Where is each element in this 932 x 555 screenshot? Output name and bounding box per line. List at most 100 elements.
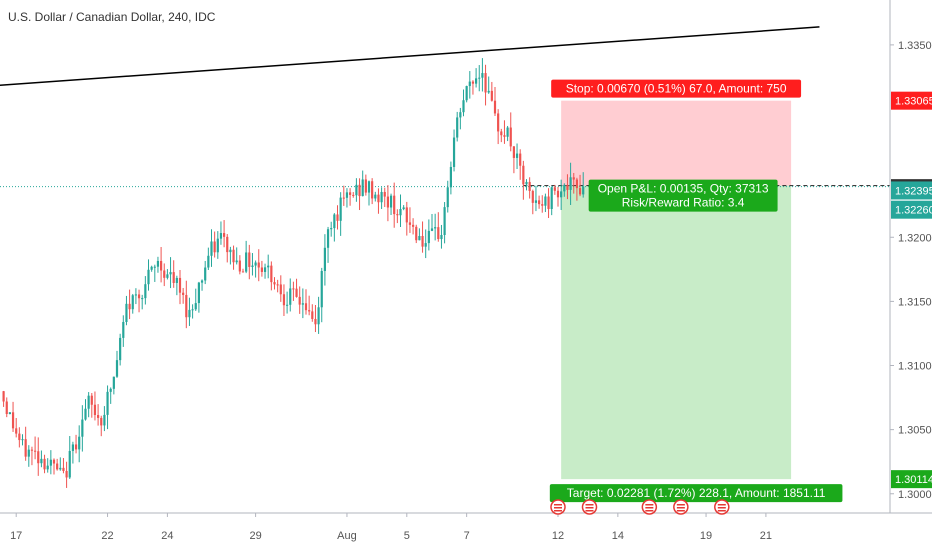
candle <box>304 289 308 315</box>
candle <box>263 263 267 279</box>
flag-stripe <box>585 510 594 512</box>
stop-label-bg <box>551 79 802 98</box>
candle <box>336 205 339 230</box>
candle-body <box>449 166 452 188</box>
candle <box>200 279 204 291</box>
candle <box>248 244 251 280</box>
candle-body <box>267 265 270 268</box>
candle <box>515 143 519 170</box>
candle-body <box>207 255 210 268</box>
candle-body <box>11 412 15 429</box>
current-price-badge-text: 1.32395 <box>895 185 932 197</box>
candle-body <box>323 247 326 271</box>
candle-body <box>78 436 81 450</box>
candle <box>8 412 11 415</box>
candle-body <box>298 296 301 305</box>
candle <box>308 295 311 316</box>
stop-zone[interactable] <box>561 100 792 186</box>
us-flag-icon[interactable] <box>714 499 730 515</box>
close-price-badge-bg <box>891 200 932 219</box>
trendline[interactable] <box>0 26 820 87</box>
us-flag-icon[interactable] <box>673 499 689 515</box>
candle-body <box>56 463 59 470</box>
candle-body <box>106 391 109 415</box>
x-tick-label: 19 <box>700 530 712 542</box>
us-flag-icon[interactable] <box>550 499 566 515</box>
pnl-label-bg <box>588 179 778 212</box>
pnl-label[interactable]: Open P&L: 0.00135, Qty: 37313Risk/Reward… <box>588 179 778 212</box>
target-zone[interactable] <box>561 185 792 480</box>
candle-body <box>434 227 437 229</box>
candle <box>81 405 84 452</box>
x-tick-label: 24 <box>161 530 173 542</box>
candle <box>56 458 59 471</box>
candle-body <box>213 241 216 253</box>
candle-body <box>440 234 443 240</box>
us-flag-icon[interactable] <box>581 499 598 515</box>
candle-body <box>396 214 399 216</box>
candle <box>122 315 125 347</box>
candle <box>270 261 273 291</box>
candle-body <box>301 303 304 305</box>
candle <box>106 385 109 430</box>
candle-body <box>550 187 553 209</box>
candle <box>490 81 493 102</box>
candle-body <box>260 267 263 272</box>
candle <box>519 149 522 180</box>
candle <box>478 65 481 92</box>
candle <box>449 161 452 195</box>
candle <box>383 187 386 208</box>
x-tick-label: 14 <box>612 530 624 542</box>
candle <box>528 177 531 199</box>
candle <box>254 260 257 278</box>
candle-body <box>487 90 490 93</box>
candle-body <box>566 184 569 190</box>
candle <box>191 304 194 319</box>
candle <box>213 231 216 258</box>
us-flag-icon[interactable] <box>641 499 658 515</box>
candle-body <box>503 135 506 137</box>
flag-stripe <box>585 504 594 506</box>
candle-body <box>81 419 84 437</box>
candle <box>46 458 49 473</box>
y-tick-label: 1.30500 <box>898 425 932 437</box>
flag-stripe <box>676 510 685 512</box>
candle <box>267 254 270 279</box>
candle <box>131 293 134 314</box>
candle-body <box>330 228 333 230</box>
current-price-badge-bg <box>891 181 932 200</box>
candle <box>226 234 229 263</box>
candle-body <box>383 191 386 197</box>
candle <box>456 111 459 142</box>
candle <box>452 129 456 172</box>
candle-body <box>563 184 566 192</box>
candle <box>509 112 512 152</box>
candle-body <box>534 200 538 203</box>
y-tick-label: 1.31500 <box>898 296 932 308</box>
candle-body <box>556 190 560 198</box>
candle-body <box>349 192 352 195</box>
candle <box>578 174 582 197</box>
candle-body <box>34 450 37 452</box>
candle-body <box>137 294 141 299</box>
x-tick-label: 22 <box>101 530 113 542</box>
candle <box>424 229 427 259</box>
candle <box>279 275 282 302</box>
candle <box>427 219 430 251</box>
candle-body <box>21 439 24 441</box>
candle <box>311 304 314 322</box>
target-label[interactable]: Target: 0.02281 (1.72%) 228.1, Amount: 1… <box>549 484 843 503</box>
candle-body <box>367 181 371 193</box>
candle-body <box>475 78 478 84</box>
candle <box>317 296 320 334</box>
candle-body <box>200 280 204 283</box>
candle <box>468 71 471 99</box>
candle-body <box>125 303 128 322</box>
candle <box>292 281 295 301</box>
candle <box>459 107 462 130</box>
stop-label[interactable]: Stop: 0.00670 (0.51%) 67.0, Amount: 750 <box>551 79 802 98</box>
candle-body <box>547 196 550 209</box>
candle <box>326 226 330 263</box>
